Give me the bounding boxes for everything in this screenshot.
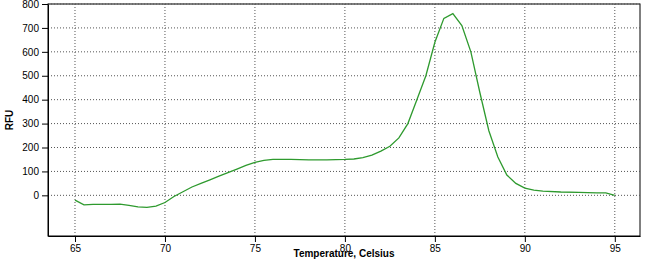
tick-label: 800	[22, 0, 39, 10]
tick-mark	[165, 236, 166, 242]
tick: 400	[22, 94, 48, 105]
tick: 300	[22, 118, 48, 129]
tick-mark	[42, 148, 48, 149]
tick-label: 400	[22, 94, 39, 105]
grid-line	[48, 27, 640, 28]
tick: 70	[160, 236, 172, 254]
tick-label: 100	[22, 166, 39, 177]
tick: 90	[520, 236, 532, 254]
grid-line	[48, 75, 640, 76]
tick-mark	[42, 52, 48, 53]
tick-label: 700	[22, 23, 39, 34]
series	[75, 14, 615, 208]
tick: 500	[22, 70, 48, 81]
melt-curve	[75, 14, 615, 208]
x-axis-title: Temperature, Celsius	[294, 248, 395, 259]
tick-mark	[42, 28, 48, 29]
tick-mark	[615, 236, 616, 242]
tick: 600	[22, 47, 48, 58]
grid-line	[74, 4, 75, 236]
grid-line	[524, 4, 525, 236]
tick: 100	[22, 166, 48, 177]
tick: 800	[22, 0, 48, 10]
tick-label: 200	[22, 142, 39, 153]
tick-label: 300	[22, 118, 39, 129]
tick: 700	[22, 23, 48, 34]
grid-line	[48, 99, 640, 100]
grid-line	[254, 4, 255, 236]
tick: 65	[70, 236, 82, 254]
plot-area: 657075808590950100200300400500600700800	[22, 0, 640, 254]
tick-label: 65	[70, 243, 82, 254]
tick-mark	[42, 195, 48, 196]
tick: 95	[610, 236, 622, 254]
tick-label: 90	[520, 243, 532, 254]
tick-mark	[42, 4, 48, 5]
tick: 85	[430, 236, 442, 254]
tick-mark	[525, 236, 526, 242]
grid-line	[48, 147, 640, 148]
tick-label: 85	[430, 243, 442, 254]
grid-line	[48, 51, 640, 52]
tick-label: 600	[22, 47, 39, 58]
grid-line	[434, 4, 435, 236]
tick-mark	[75, 236, 76, 242]
tick-mark	[345, 236, 346, 242]
chart: 657075808590950100200300400500600700800T…	[0, 0, 653, 260]
axis-line	[49, 236, 641, 237]
tick: 0	[33, 190, 48, 201]
tick: 75	[250, 236, 262, 254]
tick-label: 0	[33, 190, 39, 201]
y-axis-title: RFU	[4, 110, 15, 131]
tick-label: 70	[160, 243, 172, 254]
tick-label: 500	[22, 70, 39, 81]
tick-mark	[42, 171, 48, 172]
grid-line	[48, 171, 640, 172]
axis-line	[48, 5, 49, 237]
tick-mark	[435, 236, 436, 242]
plot-frame	[48, 4, 640, 236]
grid-line	[344, 4, 345, 236]
tick-mark	[42, 76, 48, 77]
grid-line	[48, 195, 640, 196]
tick-label: 95	[610, 243, 622, 254]
grid-line	[48, 123, 640, 124]
tick-mark	[42, 124, 48, 125]
tick-mark	[42, 100, 48, 101]
tick: 200	[22, 142, 48, 153]
tick-mark	[255, 236, 256, 242]
grid	[48, 4, 640, 236]
y-axis: 0 100 200 300 400 500 600 700 800	[22, 0, 48, 237]
grid-line	[614, 4, 615, 236]
tick-label: 75	[250, 243, 262, 254]
grid-line	[48, 4, 640, 5]
grid-line	[164, 4, 165, 236]
